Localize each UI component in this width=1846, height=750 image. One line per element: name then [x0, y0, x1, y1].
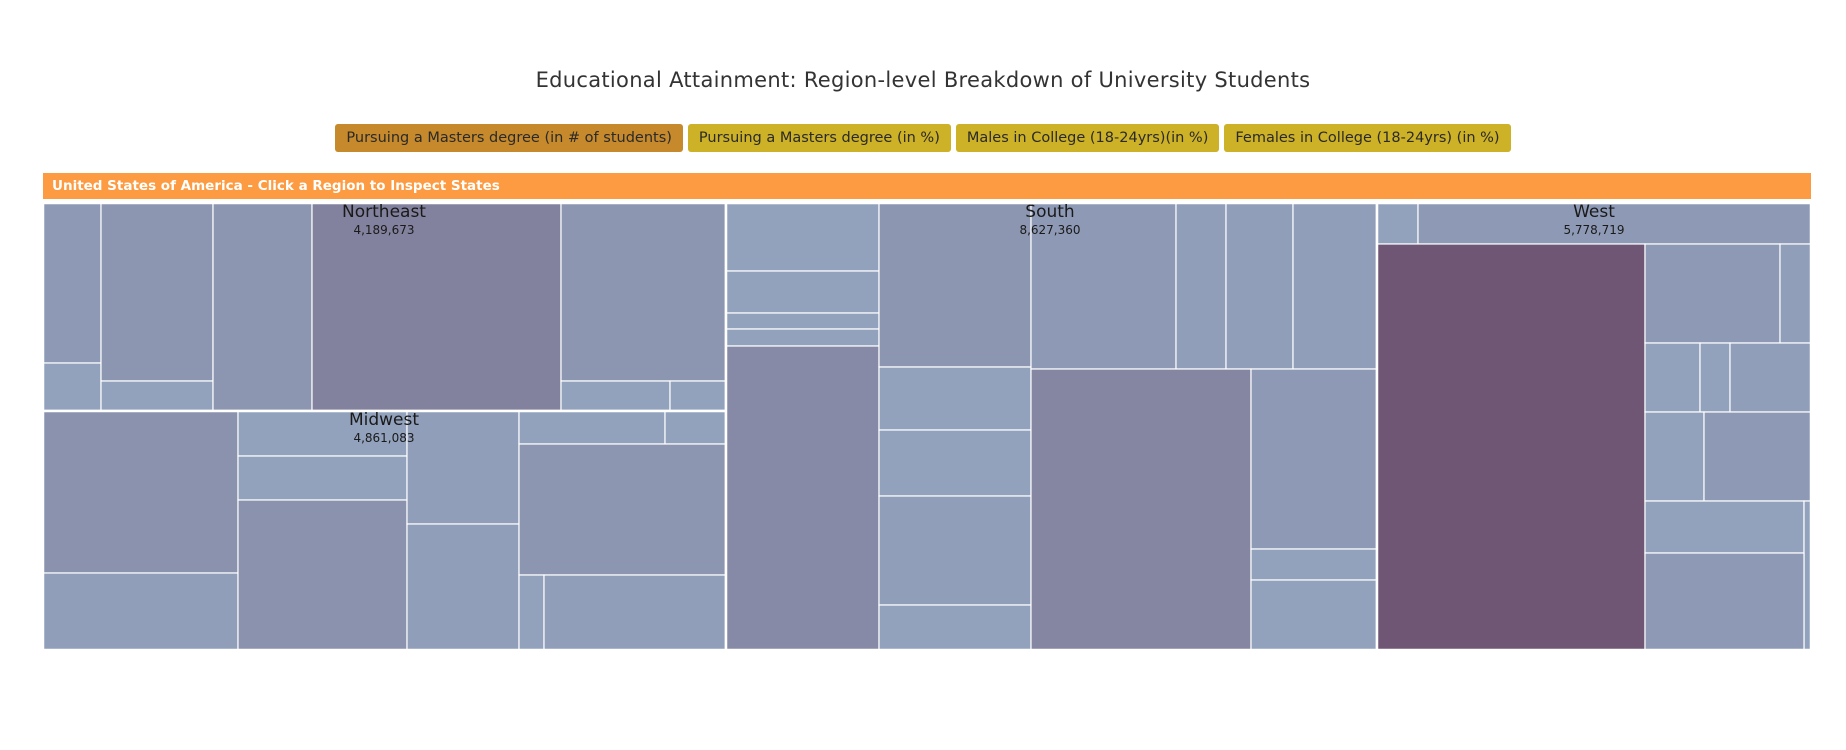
tile-west-state-6[interactable]	[1644, 342, 1701, 413]
tile-south-state-5[interactable]	[725, 345, 880, 651]
metric-button-females-college[interactable]: Females in College (18-24yrs) (in %)	[1224, 124, 1511, 152]
metric-button-group: Pursuing a Masters degree (in # of stude…	[0, 124, 1846, 152]
tile-south-state-2[interactable]	[725, 270, 880, 314]
tile-south-state-3[interactable]	[725, 312, 880, 330]
region-northeast-label: Northeast	[342, 202, 426, 222]
tile-west-state-2[interactable]	[1417, 202, 1812, 245]
metric-button-masters-count[interactable]: Pursuing a Masters degree (in # of stude…	[335, 124, 683, 152]
tile-south-state-18[interactable]	[1250, 548, 1378, 581]
tile-midwest-state-12[interactable]	[543, 574, 727, 651]
region-west-label: West	[1573, 202, 1615, 222]
tile-midwest-state-4[interactable]	[237, 455, 408, 501]
tile-south-state-6[interactable]	[878, 202, 1032, 368]
tile-west-state-5[interactable]	[1779, 243, 1812, 344]
tile-west-state-11[interactable]	[1644, 500, 1805, 554]
tile-south-state-15[interactable]	[1292, 202, 1378, 370]
tile-midwest-state-7[interactable]	[406, 523, 520, 651]
tile-midwest-state-6[interactable]	[406, 410, 520, 525]
tile-northeast-state-3[interactable]	[100, 202, 214, 382]
tile-south-state-13[interactable]	[1175, 202, 1227, 370]
tile-midwest-state-2[interactable]	[42, 572, 239, 651]
tile-west-state-8[interactable]	[1729, 342, 1812, 413]
tile-west-state-9[interactable]	[1644, 411, 1705, 502]
tile-south-state-7[interactable]	[878, 366, 1032, 431]
tile-south-state-9[interactable]	[878, 495, 1032, 606]
tile-west-state-1[interactable]	[1376, 202, 1419, 245]
tile-midwest-state-5[interactable]	[237, 499, 408, 651]
region-midwest-label: Midwest	[349, 410, 419, 430]
tile-northeast-state-4[interactable]	[100, 380, 214, 412]
region-south-label: South	[1025, 202, 1074, 222]
tile-northeast-state-9[interactable]	[669, 380, 727, 412]
tile-midwest-state-1[interactable]	[42, 410, 239, 574]
tile-west-state-3[interactable]	[1376, 243, 1646, 651]
tile-northeast-state-5[interactable]	[212, 202, 313, 412]
region-west-outline[interactable]	[1375, 201, 1813, 652]
tile-northeast-state-6[interactable]	[311, 202, 562, 412]
tile-northeast-state-7[interactable]	[560, 202, 727, 382]
region-northeast-value: 4,189,673	[353, 223, 414, 237]
region-south-value: 8,627,360	[1019, 223, 1080, 237]
tile-midwest-state-3[interactable]	[237, 410, 408, 457]
tile-midwest-state-11[interactable]	[518, 574, 545, 651]
tile-south-state-4[interactable]	[725, 328, 880, 347]
tile-west-state-10[interactable]	[1703, 411, 1812, 502]
treemap-breadcrumb[interactable]: United States of America - Click a Regio…	[43, 173, 1811, 199]
tile-west-state-7[interactable]	[1699, 342, 1731, 413]
tile-northeast-state-1[interactable]	[42, 202, 102, 364]
region-west-value: 5,778,719	[1563, 223, 1624, 237]
tile-northeast-state-2[interactable]	[42, 362, 102, 412]
tile-midwest-state-8[interactable]	[518, 410, 666, 445]
tile-south-state-16[interactable]	[1030, 368, 1252, 651]
tile-midwest-state-9[interactable]	[664, 410, 727, 445]
tile-south-state-19[interactable]	[1250, 579, 1378, 651]
region-midwest-value: 4,861,083	[353, 431, 414, 445]
tile-west-state-13[interactable]	[1644, 552, 1805, 651]
tile-west-state-4[interactable]	[1644, 243, 1781, 344]
metric-button-males-college[interactable]: Males in College (18-24yrs)(in %)	[955, 124, 1220, 152]
tile-south-state-1[interactable]	[725, 202, 880, 272]
tile-south-state-11[interactable]	[878, 604, 1032, 651]
metric-button-masters-percent[interactable]: Pursuing a Masters degree (in %)	[687, 124, 951, 152]
tile-south-state-12[interactable]	[1030, 202, 1177, 370]
tile-northeast-state-8[interactable]	[560, 380, 671, 412]
tile-south-state-8[interactable]	[878, 429, 1032, 497]
page-title: Educational Attainment: Region-level Bre…	[535, 68, 1311, 92]
tile-midwest-state-10[interactable]	[518, 443, 727, 576]
tile-south-state-17[interactable]	[1250, 368, 1378, 550]
tile-south-state-14[interactable]	[1225, 202, 1294, 370]
